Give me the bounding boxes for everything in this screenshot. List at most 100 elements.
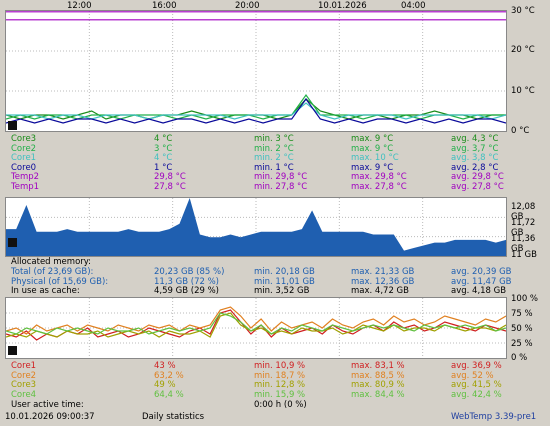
legend-min: min. 27,8 °C [254, 181, 308, 192]
y-label: 0 % [511, 353, 528, 363]
legend-name: Core3 [11, 134, 37, 144]
timestamp: 10.01.2026 09:00:37 [5, 412, 95, 422]
legend-row: Core3 49 % min. 12,8 % max. 80,9 % avg. 41,5… [11, 380, 541, 390]
legend-min: min. 2 °C [254, 143, 294, 154]
cpu-plot [5, 298, 507, 358]
y-label: 11,72 GB [511, 218, 536, 238]
user-active-row: User active time: 0:00 h (0 %) [11, 400, 541, 410]
memory-chart [5, 197, 507, 257]
time-label: 20:00 [235, 1, 260, 11]
legend-min: min. 29,8 °C [254, 172, 308, 182]
user-active-value: 0:00 h (0 %) [254, 400, 307, 410]
legend-name: Core2 [11, 143, 37, 154]
y-label: 20 °C [511, 45, 535, 55]
y-label: 30 °C [511, 6, 535, 16]
legend-row: In use as cache: 4,59 GB (29 %) min. 3,52 … [11, 286, 541, 296]
y-label: 100 % [511, 294, 539, 304]
series-line-core2 [5, 306, 507, 335]
temperature-plot [5, 11, 507, 131]
legend-name: Core3 [11, 380, 37, 390]
legend-cur: 29,8 °C [154, 172, 186, 182]
legend-cur: 63,2 % [154, 370, 184, 381]
time-label: 12:00 [67, 1, 92, 11]
time-label: 16:00 [152, 1, 177, 11]
legend-row: Core0 1 °C min. 1 °C max. 9 °C avg. 2,8 °C [11, 163, 541, 173]
legend-max: max. 29,8 °C [351, 172, 407, 182]
y-label: 75 % [511, 309, 533, 319]
y-label: 50 % [511, 324, 533, 334]
legend-row: Core4 64,4 % min. 15,9 % max. 84,4 % avg. 42… [11, 390, 541, 400]
legend-cur: 27,8 °C [154, 181, 186, 192]
legend-min: min. 3,52 GB [254, 286, 310, 296]
series-line-core4 [5, 312, 507, 335]
y-label: 25 % [511, 339, 533, 349]
legend-row: Core3 4 °C min. 3 °C max. 9 °C avg. 4,3 °C [11, 134, 541, 144]
y-label: 10 °C [511, 86, 535, 96]
legend-max: max. 9 °C [351, 162, 394, 173]
legend-max: max. 4,72 GB [351, 286, 409, 296]
legend-cur: 4 °C [154, 153, 173, 163]
y-label: 11 GB [511, 250, 537, 260]
legend-row: Core2 3 °C min. 2 °C max. 9 °C avg. 3,7 °C [11, 144, 541, 154]
memory-plot [6, 198, 506, 256]
series-line-core0 [5, 97, 507, 124]
legend-avg: avg. 3,8 °C [451, 153, 499, 163]
legend-avg: avg. 11,47 GB [451, 276, 512, 287]
legend-avg: avg. 20,39 GB [451, 267, 512, 277]
legend-min: min. 2 °C [254, 153, 294, 163]
memory-chip-icon [8, 238, 17, 247]
legend-cur: 4 °C [154, 134, 173, 144]
legend-name: In use as cache: [11, 286, 80, 296]
legend-avg: avg. 4,18 GB [451, 286, 507, 296]
legend-name: Total (of 23,69 GB): [11, 267, 94, 277]
legend-avg: avg. 29,8 °C [451, 172, 504, 182]
legend-row: Core1 4 °C min. 2 °C max. 10 °C avg. 3,8 °C [11, 153, 541, 163]
legend-max: max. 21,33 GB [351, 267, 415, 277]
legend-name: Core1 [11, 153, 37, 163]
series-line-core2 [5, 93, 506, 120]
cpu-chip-icon [8, 346, 17, 355]
legend-max: max. 84,4 % [351, 389, 405, 400]
time-label: 04:00 [401, 1, 426, 11]
legend-min: min. 15,9 % [254, 389, 306, 400]
legend-cur: 3 °C [154, 143, 173, 154]
legend-name: Core1 [11, 361, 37, 371]
y-label: 12,08 GB [511, 202, 536, 222]
legend-avg: avg. 52 % [451, 370, 494, 381]
legend-avg: avg. 36,9 % [451, 361, 502, 371]
time-label: 10.01.2026 [318, 1, 367, 11]
legend-name: Temp2 [11, 172, 40, 182]
series-line-core3 [5, 312, 507, 338]
legend-max: max. 88,5 % [351, 370, 405, 381]
legend-min: min. 20,18 GB [254, 267, 315, 277]
legend-max: max. 12,36 GB [351, 276, 415, 287]
legend-row: Core1 43 % min. 10,9 % max. 83,1 % avg. 36,9… [11, 361, 541, 371]
legend-cur: 20,23 GB (85 %) [154, 267, 225, 277]
legend-cur: 4,59 GB (29 %) [154, 286, 219, 296]
daily-statistics-link[interactable]: Daily statistics [142, 412, 205, 422]
app-version-link[interactable]: WebTemp 3.39-pre1 [451, 412, 537, 422]
legend-min: min. 10,9 % [254, 361, 306, 371]
legend-min: min. 1 °C [254, 162, 294, 173]
legend-avg: avg. 42,4 % [451, 389, 502, 400]
cpu-chart [5, 297, 507, 359]
legend-row: Temp1 27,8 °C min. 27,8 °C max. 27,8 °C avg.… [11, 182, 541, 192]
temperature-chart [5, 10, 507, 132]
legend-cur: 49 % [154, 380, 176, 390]
user-active-label: User active time: [11, 400, 84, 410]
series-line-core1 [6, 102, 507, 120]
legend-name: Core4 [11, 389, 37, 400]
legend-max: max. 9 °C [351, 143, 394, 154]
legend-min: min. 11,01 GB [254, 276, 315, 287]
legend-avg: avg. 3,7 °C [451, 143, 499, 154]
legend-min: min. 18,7 % [254, 370, 306, 381]
y-label: 0 °C [511, 126, 530, 136]
legend-name: Temp1 [11, 181, 40, 192]
legend-cur: 43 % [154, 361, 176, 371]
legend-name: Physical (of 15,69 GB): [11, 276, 109, 287]
memory-header: Allocated memory: [11, 257, 92, 267]
legend-avg: avg. 27,8 °C [451, 181, 504, 192]
legend-max: max. 27,8 °C [351, 181, 407, 192]
legend-min: min. 3 °C [254, 134, 294, 144]
legend-name: Core0 [11, 162, 37, 173]
